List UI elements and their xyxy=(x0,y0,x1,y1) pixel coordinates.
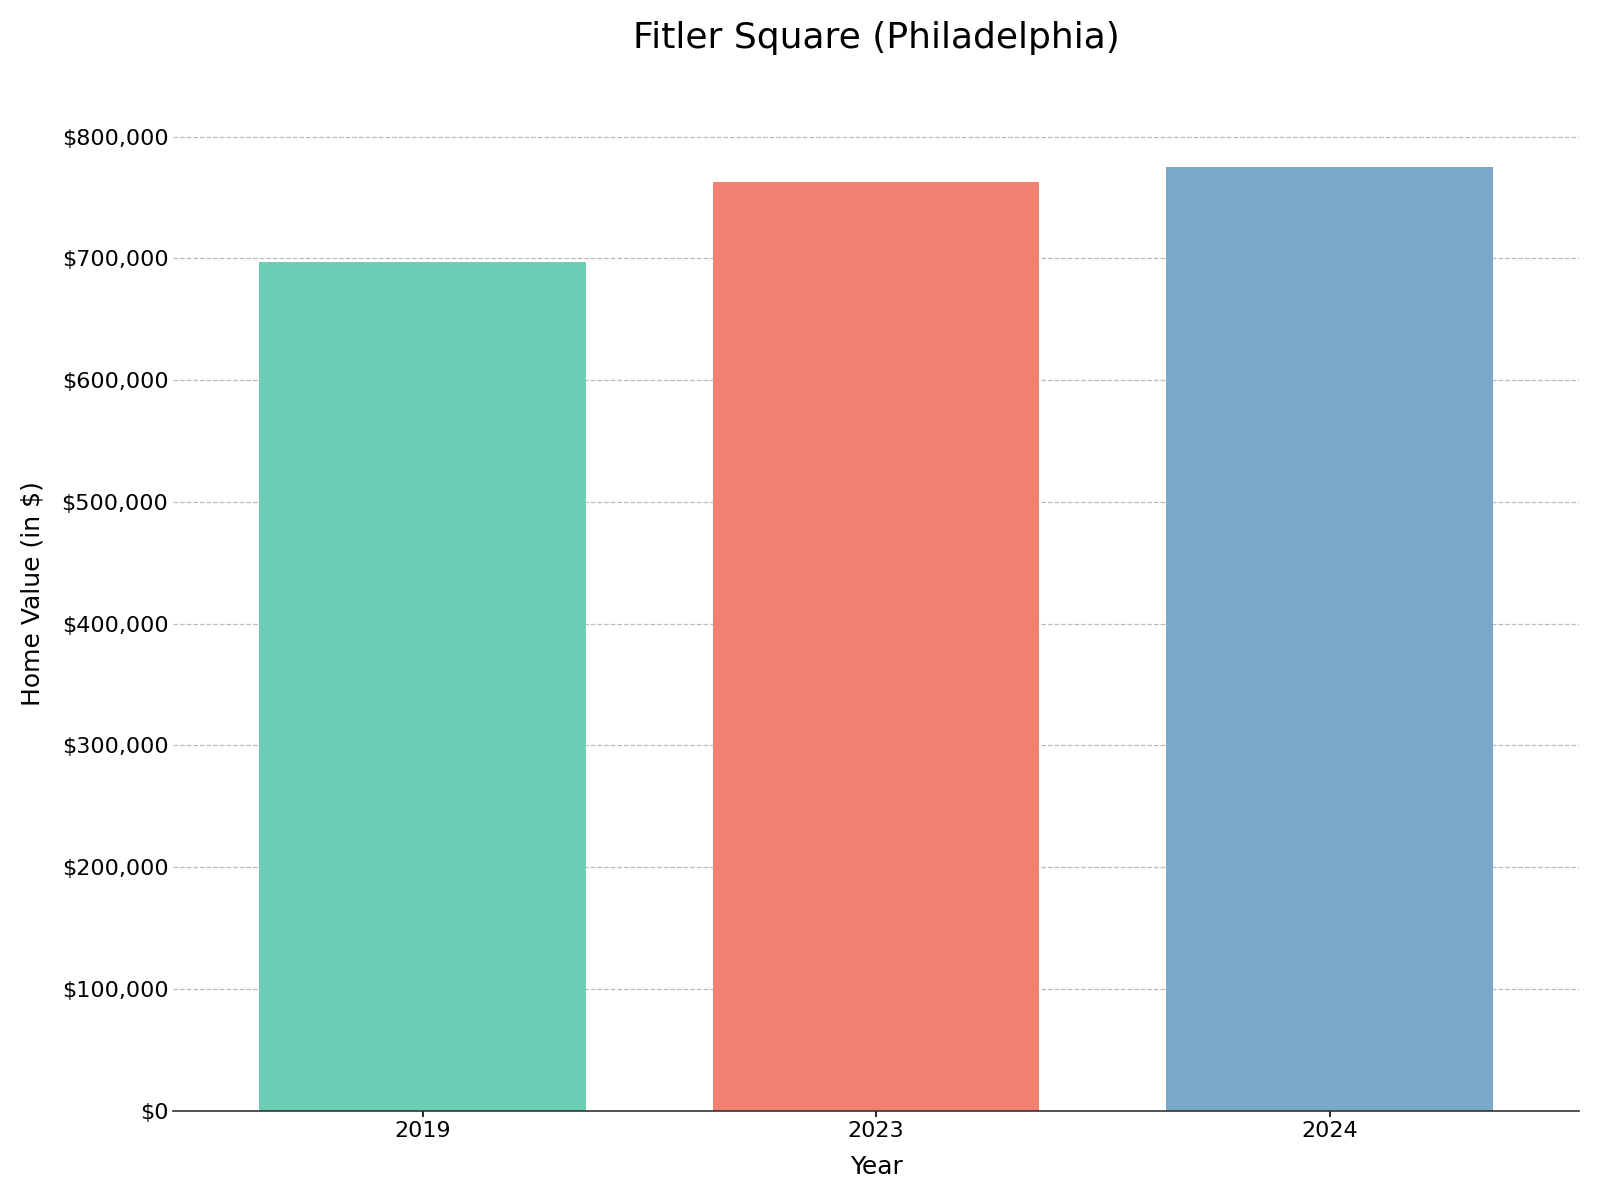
Y-axis label: Home Value (in $): Home Value (in $) xyxy=(21,481,45,706)
X-axis label: Year: Year xyxy=(850,1156,902,1180)
Bar xyxy=(1166,167,1493,1111)
Bar xyxy=(714,181,1040,1111)
Bar xyxy=(259,262,586,1111)
Title: Fitler Square (Philadelphia): Fitler Square (Philadelphia) xyxy=(632,20,1120,55)
